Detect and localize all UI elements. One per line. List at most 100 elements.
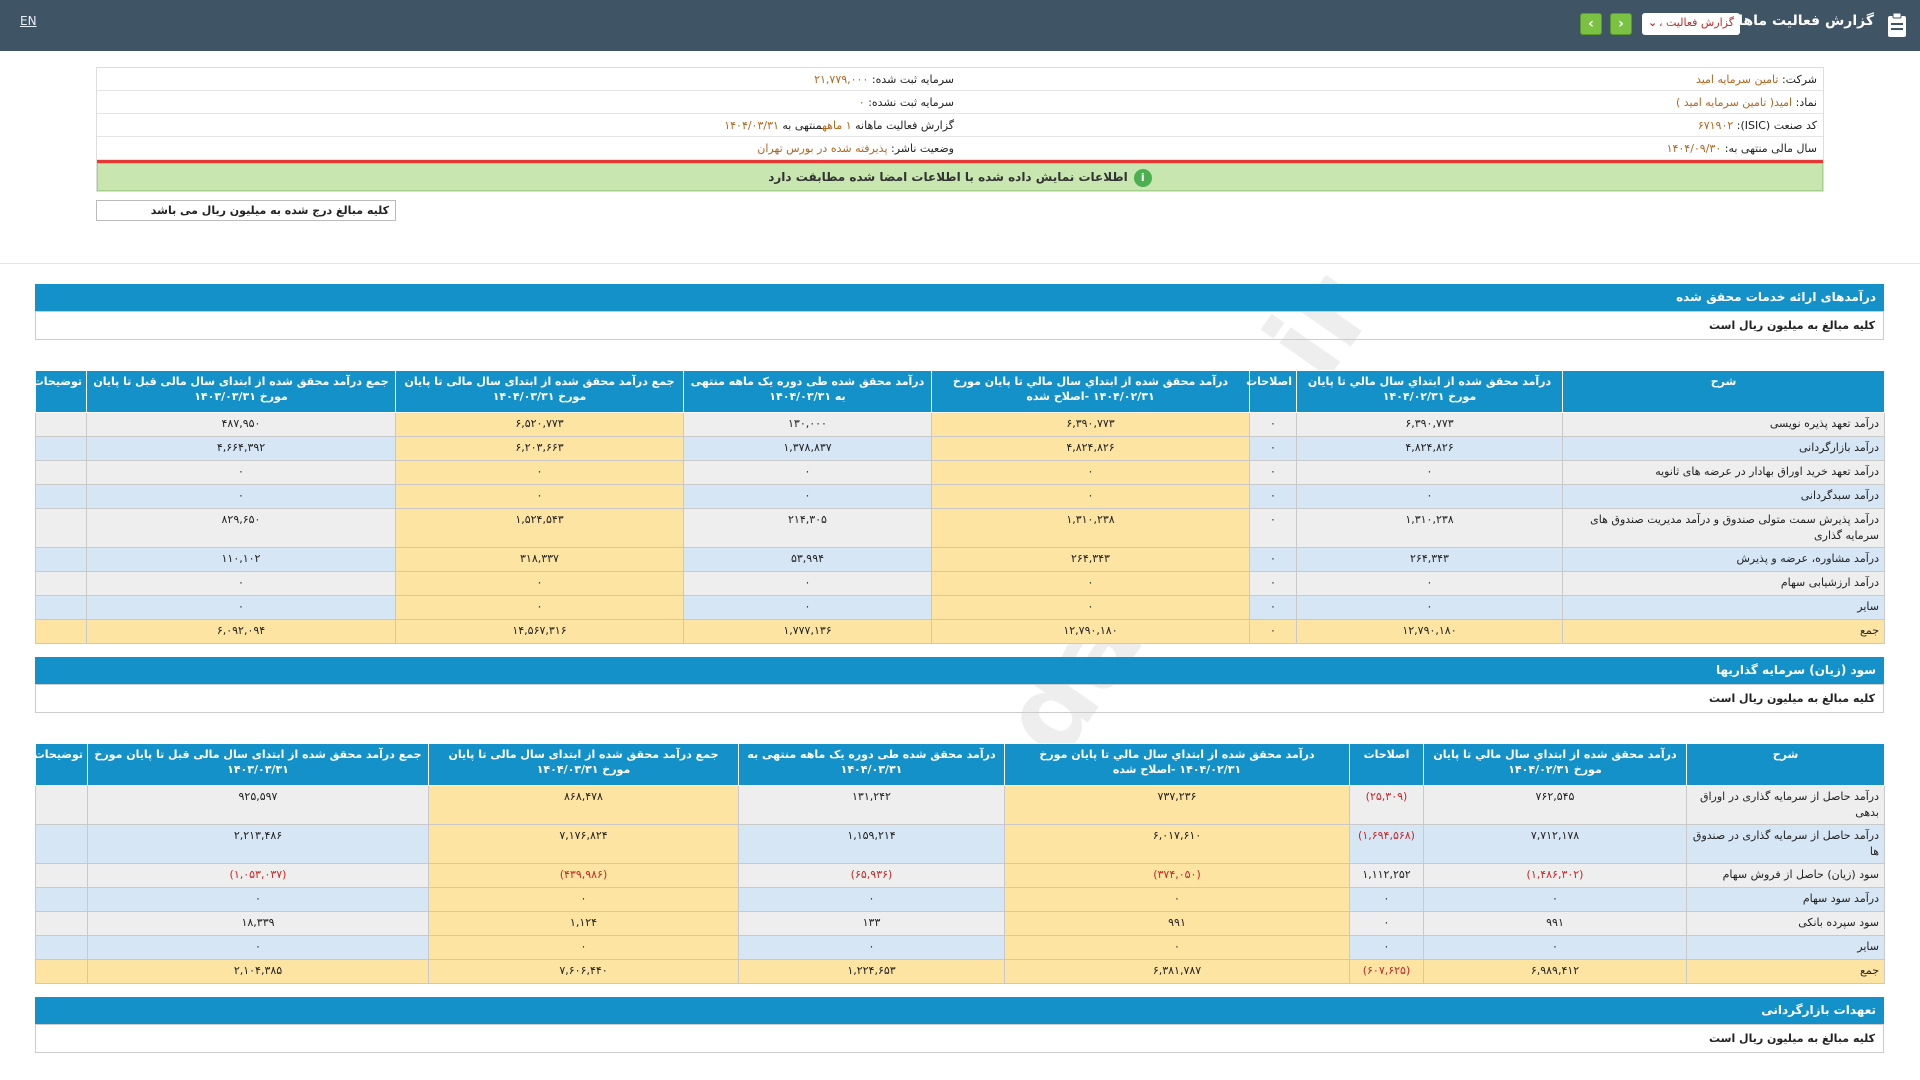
top-bar: EN گزارش فعالیت ماهانه گزارش فعالیت ، ⌄ … — [0, 0, 1920, 51]
row-value: ۶,۵۲۰,۷۷۳ — [395, 412, 684, 437]
row-value: ۰ — [1349, 935, 1424, 960]
row-value: ۷۳۷,۲۳۶ — [1004, 785, 1350, 825]
row-value: ۷,۶۰۶,۴۴۰ — [428, 959, 739, 984]
row-value: ۰ — [683, 484, 932, 509]
table-row: درآمد مشاوره، عرضه و پذیرش ۲۶۴,۳۴۳ ۰ ۲۶۴,۳۴… — [35, 547, 1885, 572]
row-description: سایر — [1686, 935, 1885, 960]
info-row: نماد: امید( تامین سرمایه امید ) سرمایه ث… — [97, 91, 1823, 114]
table-row: سود سپرده بانکی ۹۹۱ ۰ ۹۹۱ ۱۳۳ ۱,۱۲۴ ۱۸,۳۳۹ — [35, 911, 1885, 936]
row-value: ۷,۷۱۲,۱۷۸ — [1423, 824, 1687, 864]
column-header: شرح — [1686, 743, 1885, 786]
row-value: ۰ — [1004, 935, 1350, 960]
column-header: اصلاحات — [1246, 370, 1297, 413]
row-description: درآمد بازارگردانی — [1562, 436, 1885, 461]
column-header: جمع درآمد محقق شده از ابتدای سال مالی تا… — [395, 370, 684, 413]
column-header: درآمد محقق شده از ابتداي سال مالي تا پای… — [931, 370, 1250, 413]
row-description: سود (زیان) حاصل از فروش سهام — [1686, 863, 1885, 888]
row-value: (۱,۶۹۴,۵۶۸) — [1349, 824, 1424, 864]
row-value: ۱,۱۱۲,۲۵۲ — [1349, 863, 1424, 888]
section-header-investment-income: سود (زیان) سرمایه گذاریها — [35, 657, 1884, 684]
table-row: درآمد سود سهام ۰ ۰ ۰ ۰ ۰ ۰ — [35, 887, 1885, 912]
row-value: ۱۱۰,۱۰۲ — [86, 547, 396, 572]
row-description: جمع — [1562, 619, 1885, 644]
table-row: درآمد پذیرش سمت متولی صندوق و درآمد مدیر… — [35, 508, 1885, 548]
isic-label: کد صنعت (ISIC): — [1736, 119, 1817, 132]
report-type-select[interactable]: گزارش فعالیت ، ⌄ — [1642, 13, 1740, 35]
row-description: درآمد مشاوره، عرضه و پذیرش — [1562, 547, 1885, 572]
section-note-text: کلیه مبالغ به میلیون ریال است — [1708, 692, 1875, 705]
row-value: ۱۳۰,۰۰۰ — [683, 412, 932, 437]
next-button[interactable]: › — [1610, 13, 1632, 35]
company-label: شرکت: — [1781, 73, 1817, 86]
report-period-label: گزارش فعالیت ماهانه — [855, 119, 954, 132]
row-value: ۱۳۳ — [738, 911, 1005, 936]
row-value: (۱,۴۸۶,۳۰۲) — [1423, 863, 1687, 888]
row-notes — [35, 824, 88, 864]
row-value: ۰ — [1349, 911, 1424, 936]
row-value: ۳۱۸,۳۳۷ — [395, 547, 684, 572]
row-value: ۵۳,۹۹۴ — [683, 547, 932, 572]
chevron-right-icon: › — [1618, 16, 1624, 32]
section-note-text: کلیه مبالغ به میلیون ریال است — [1708, 1032, 1875, 1045]
row-value: ۰ — [87, 887, 429, 912]
row-value: ۰ — [1249, 436, 1297, 461]
row-value: ۰ — [683, 571, 932, 596]
row-value: ۱۲,۷۹۰,۱۸۰ — [931, 619, 1250, 644]
row-value: ۹۲۵,۵۹۷ — [87, 785, 429, 825]
column-header: درآمد محقق شده طی دوره یک ماهه منتهی به … — [683, 370, 932, 413]
section-title: تعهدات بازارگردانی — [1761, 1003, 1876, 1017]
row-notes — [35, 785, 88, 825]
unit-note-box: کلیه مبالغ درج شده به میلیون ریال می باش… — [96, 200, 396, 221]
row-description: درآمد حاصل از سرمایه گذاری در اوراق بدهی — [1686, 785, 1885, 825]
row-value: ۱,۷۷۷,۱۳۶ — [683, 619, 932, 644]
row-notes — [35, 887, 88, 912]
language-toggle-link[interactable]: EN — [20, 14, 37, 28]
row-value: ۰ — [1249, 484, 1297, 509]
page-title: گزارش فعالیت ماهانه — [1724, 13, 1874, 29]
report-period-value: ۱ ماهه — [822, 119, 852, 132]
row-value: ۰ — [1249, 460, 1297, 485]
row-value: ۲۱۴,۳۰۵ — [683, 508, 932, 548]
row-value: ۶,۳۸۱,۷۸۷ — [1004, 959, 1350, 984]
unregistered-capital-label: سرمایه ثبت نشده: — [868, 96, 954, 109]
row-value: ۸۶۸,۴۷۸ — [428, 785, 739, 825]
previous-button[interactable]: ‹ — [1580, 13, 1602, 35]
row-notes — [35, 412, 87, 437]
row-value: ۰ — [1004, 887, 1350, 912]
section-note: کلیه مبالغ به میلیون ریال است — [35, 1024, 1884, 1053]
row-value: ۲,۱۰۴,۳۸۵ — [87, 959, 429, 984]
row-value: ۲۶۴,۳۴۳ — [1296, 547, 1563, 572]
row-value: ۰ — [1349, 887, 1424, 912]
column-header: شرح — [1562, 370, 1885, 413]
row-description: درآمد ارزشیابی سهام — [1562, 571, 1885, 596]
row-description: درآمد سود سهام — [1686, 887, 1885, 912]
column-header: جمع درآمد محقق شده از ابتدای سال مالی قب… — [86, 370, 396, 413]
row-value: ۱۸,۳۳۹ — [87, 911, 429, 936]
divider — [0, 263, 1920, 264]
section-note-text: کلیه مبالغ به میلیون ریال است — [1708, 319, 1875, 332]
row-value: ۶,۳۹۰,۷۷۳ — [931, 412, 1250, 437]
table-header-row: شرح درآمد محقق شده از ابتداي سال مالي تا… — [34, 743, 1885, 786]
row-value: ۰ — [395, 571, 684, 596]
row-value: ۰ — [1249, 571, 1297, 596]
row-description: سود سپرده بانکی — [1686, 911, 1885, 936]
divider — [97, 160, 1823, 163]
investment-income-table: شرح درآمد محقق شده از ابتداي سال مالي تا… — [34, 743, 1885, 984]
row-notes — [35, 484, 87, 509]
row-description: سایر — [1562, 595, 1885, 620]
issuer-status-value: پذیرفته شده در بورس تهران — [757, 142, 888, 155]
column-header: اصلاحات — [1349, 743, 1424, 786]
issuer-status-label: وضعیت ناشر: — [891, 142, 954, 155]
row-description: درآمد پذیرش سمت متولی صندوق و درآمد مدیر… — [1562, 508, 1885, 548]
section-note: کلیه مبالغ به میلیون ریال است — [35, 684, 1884, 713]
row-description: درآمد حاصل از سرمایه گذاری در صندوق ها — [1686, 824, 1885, 864]
row-value: ۰ — [86, 460, 396, 485]
row-value: ۰ — [1296, 460, 1563, 485]
table-row: سایر ۰ ۰ ۰ ۰ ۰ ۰ — [35, 935, 1885, 960]
row-value: ۶,۳۹۰,۷۷۳ — [1296, 412, 1563, 437]
table-row: درآمد سبدگردانی ۰ ۰ ۰ ۰ ۰ ۰ — [35, 484, 1885, 509]
row-notes — [35, 619, 87, 644]
row-notes — [35, 436, 87, 461]
row-value: ۷۶۲,۵۴۵ — [1423, 785, 1687, 825]
row-value: ۰ — [931, 571, 1250, 596]
